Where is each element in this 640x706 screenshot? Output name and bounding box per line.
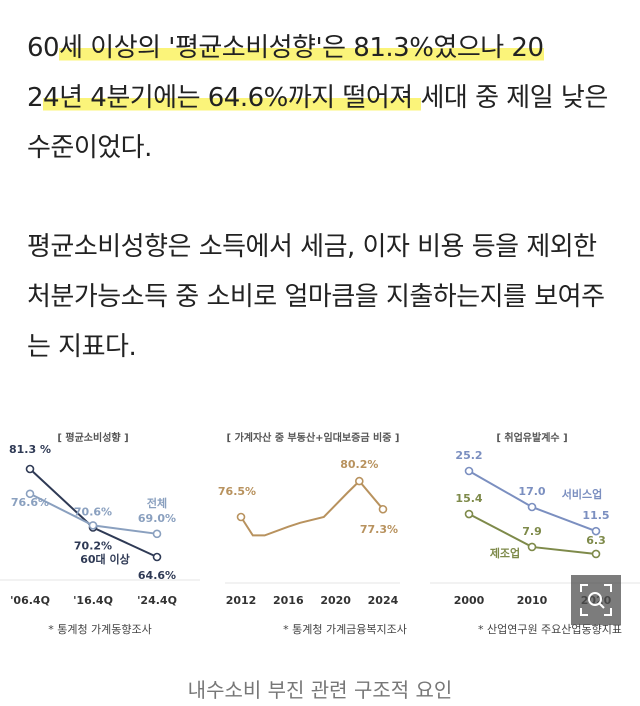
data-label: 64.6%	[138, 569, 176, 582]
data-point	[354, 476, 364, 486]
data-label: 15.4	[455, 492, 482, 505]
data-point	[378, 504, 388, 514]
data-point	[464, 509, 474, 519]
chart-title: [ 평균소비성향 ]	[57, 431, 128, 444]
data-point	[236, 512, 246, 522]
x-tick-label: '16.4Q	[73, 594, 113, 607]
chart-source: * 산업연구원 주요산업동향지표	[478, 623, 622, 636]
text: 세대 중 제일 낮은 수준이었다.	[27, 83, 608, 163]
text: 60	[27, 33, 60, 63]
data-point	[527, 502, 537, 512]
highlighted-text: 세 이상의 '평균소비성향'은 81.3%였으나 20	[59, 33, 544, 63]
series-label: 제조업	[490, 546, 520, 560]
text: 2	[27, 83, 44, 113]
data-label: 77.3%	[360, 523, 398, 536]
x-tick-label: '06.4Q	[10, 594, 50, 607]
chart-source: * 통계청 가계금융복지조사	[283, 623, 407, 636]
data-point	[25, 489, 35, 499]
x-tick-label: 2010	[517, 594, 548, 607]
x-tick-label: 2000	[454, 594, 485, 607]
x-tick-label: 2016	[273, 594, 304, 607]
data-label: 70.2%	[74, 539, 112, 552]
data-label: 6.3	[586, 534, 606, 547]
data-label: 80.2%	[340, 458, 378, 471]
highlighted-text: 4년 4분기에는 64.6%까지 떨어져	[43, 83, 421, 113]
charts-image: [ 평균소비성향 ] 81.3 % 70.2% 64.6% 76.6% 70.6% 69.0…	[0, 431, 640, 636]
data-point	[464, 466, 474, 476]
image-caption: 내수소비 부진 관련 구조적 요인	[187, 678, 453, 702]
paragraph-2: 평균소비성향은 소득에서 세금, 이자 비용 등을 제외한 처분가능소득 중 소…	[27, 232, 605, 362]
data-point	[88, 521, 98, 530]
x-tick-label: 2020	[320, 594, 351, 607]
data-label: 81.3 %	[9, 443, 51, 456]
data-point	[591, 526, 601, 536]
data-point	[152, 552, 162, 562]
series-label: 60대 이상	[80, 552, 130, 566]
paragraph-1: 60세 이상의 '평균소비성향'은 81.3%였으나 20 24년 4분기에는 6…	[27, 23, 627, 173]
data-label: 17.0	[518, 485, 545, 498]
data-label: 76.6%	[11, 496, 49, 509]
data-label: 69.0%	[138, 512, 176, 525]
data-point	[527, 542, 537, 552]
data-point	[591, 549, 601, 559]
image-zoom-button[interactable]	[571, 575, 621, 625]
chart-title: [ 취업유발계수 ]	[496, 431, 567, 444]
data-label: 7.9	[522, 525, 542, 538]
chart-source: * 통계청 가계동향조사	[48, 623, 152, 636]
x-tick-label: 2024	[368, 594, 399, 607]
series-line	[240, 479, 384, 537]
zoom-magnifier-icon	[580, 584, 612, 616]
chart-title: [ 가계자산 중 부동산+임대보증금 비중 ]	[227, 431, 400, 444]
series-line	[468, 470, 597, 533]
x-tick-label: '24.4Q	[137, 594, 177, 607]
data-label: 11.5	[582, 509, 609, 522]
x-tick-label: 2012	[226, 594, 257, 607]
series-label: 전체	[147, 496, 167, 510]
data-label: 70.6%	[74, 505, 112, 518]
data-point	[152, 529, 162, 539]
data-label: 25.2	[455, 449, 482, 462]
data-label: 76.5%	[218, 485, 256, 498]
series-label: 서비스업	[562, 487, 602, 501]
data-point	[25, 464, 35, 474]
